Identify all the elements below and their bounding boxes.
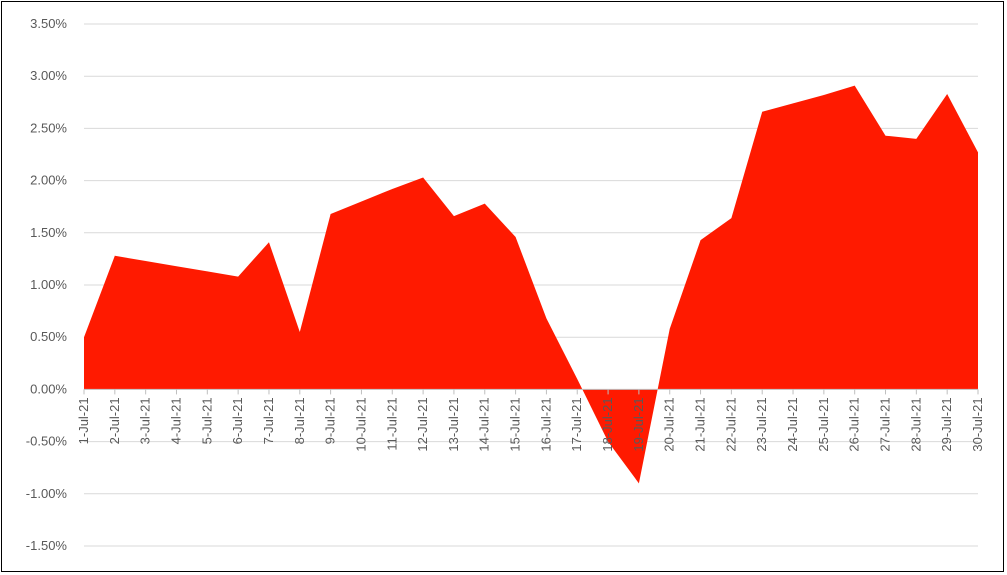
y-tick-label: 2.50% (30, 120, 67, 135)
x-tick-label: 18-Jul-21 (600, 397, 615, 451)
x-tick-label: 13-Jul-21 (446, 397, 461, 451)
x-axis-labels: 1-Jul-21 2-Jul-21 3-Jul-21 4-Jul-21 5-Jul-21… (76, 397, 985, 451)
x-tick-label: 2-Jul-21 (107, 397, 122, 444)
x-tick-label: 7-Jul-21 (261, 397, 276, 444)
x-tick-label: 5-Jul-21 (199, 397, 214, 444)
x-tick-label: 26-Jul-21 (847, 397, 862, 451)
x-tick-label: 20-Jul-21 (662, 397, 677, 451)
x-tick-label: 14-Jul-21 (477, 397, 492, 451)
x-tick-label: 4-Jul-21 (168, 397, 183, 444)
x-tick-label: 10-Jul-21 (353, 397, 368, 451)
y-tick-label: -1.50% (26, 538, 68, 553)
x-axis (83, 388, 979, 395)
x-tick-label: 11-Jul-21 (384, 397, 399, 450)
x-tick-label: 16-Jul-21 (538, 397, 553, 451)
x-tick-label: 28-Jul-21 (908, 397, 923, 451)
x-tick-label: 27-Jul-21 (878, 397, 893, 451)
y-tick-label: 0.50% (30, 329, 67, 344)
x-tick-label: 21-Jul-21 (693, 397, 708, 451)
x-tick-label: 15-Jul-21 (508, 397, 523, 451)
x-tick-label: 30-Jul-21 (970, 397, 985, 451)
y-tick-label: 3.00% (30, 68, 67, 83)
y-tick-label: 1.00% (30, 277, 67, 292)
area-layer (83, 85, 979, 484)
y-tick-label: 2.00% (30, 173, 67, 188)
y-tick-label: 0.00% (30, 381, 67, 396)
y-tick-label: -0.50% (26, 434, 68, 449)
x-tick-label: 3-Jul-21 (138, 397, 153, 444)
x-tick-label: 12-Jul-21 (415, 397, 430, 451)
x-tick-label: 29-Jul-21 (939, 397, 954, 451)
x-tick-label: 24-Jul-21 (785, 397, 800, 451)
x-tick-label: 17-Jul-21 (569, 397, 584, 451)
x-tick-label: 22-Jul-21 (723, 397, 738, 451)
x-tick-label: 9-Jul-21 (323, 397, 338, 444)
x-tick-label: 8-Jul-21 (292, 397, 307, 444)
x-tick-label: 23-Jul-21 (754, 397, 769, 451)
area-series (84, 85, 978, 484)
x-tick-label: 6-Jul-21 (230, 397, 245, 444)
y-tick-label: -1.00% (26, 486, 68, 501)
y-axis-labels: 3.50% 3.00% 2.50% 2.00% 1.50% 1.00% 0.50% 0.00%… (26, 16, 68, 553)
y-tick-label: 3.50% (30, 16, 67, 31)
x-tick-label: 1-Jul-21 (76, 397, 91, 444)
x-tick-label: 19-Jul-21 (631, 397, 646, 451)
y-tick-label: 1.50% (30, 225, 67, 240)
x-tick-label: 25-Jul-21 (816, 397, 831, 451)
